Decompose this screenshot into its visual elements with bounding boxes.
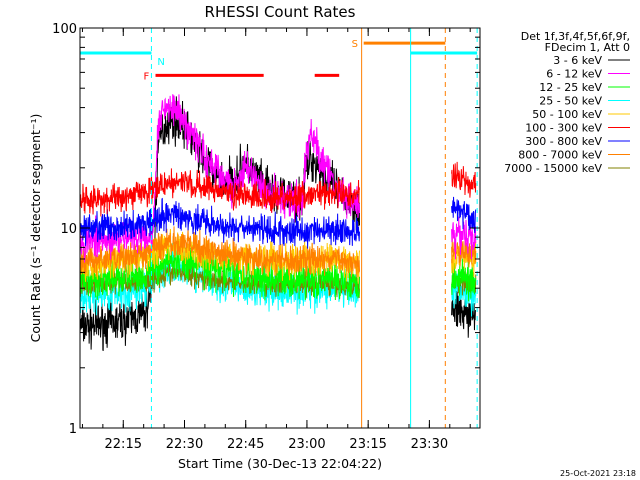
flag-layer: NF S	[80, 39, 478, 82]
series-line-300-800-kev	[79, 196, 477, 249]
legend-header-line-1: Det 1f,3f,4f,5f,6f,9f,	[521, 30, 630, 43]
x-tick-label: 23:00	[288, 437, 325, 452]
x-tick-label: 22:15	[105, 437, 142, 452]
series-line-12-25-kev	[79, 239, 477, 302]
flag-label-flare: F	[144, 71, 150, 82]
legend-label-7000-15000-kev: 7000 - 15000 keV	[504, 162, 602, 175]
legend-header-line-2: FDecim 1, Att 0	[545, 41, 630, 54]
legend-label-800-7000-kev: 800 - 7000 keV	[518, 149, 602, 162]
y-tick-label: 1	[69, 422, 77, 437]
footer-timestamp: 25-Oct-2021 23:18	[560, 469, 636, 478]
series-layer	[79, 94, 477, 351]
legend-label-50-100-kev: 50 - 100 keV	[532, 108, 602, 121]
x-tick-label: 23:15	[349, 437, 386, 452]
legend: Det 1f,3f,4f,5f,6f,9f, FDecim 1, Att 0 3…	[504, 30, 630, 175]
marker-layer	[150, 28, 478, 428]
y-axis-label: Count Rate (s⁻¹ detector segment⁻¹)	[28, 114, 43, 343]
chart-title: RHESSI Count Rates	[205, 3, 356, 21]
legend-label-100-300-kev: 100 - 300 keV	[525, 122, 602, 135]
y-tick-label: 10	[60, 222, 77, 237]
series-line-100-300-kev	[79, 161, 477, 217]
x-axis-label: Start Time (30-Dec-13 22:04:22)	[178, 456, 382, 471]
legend-label-3-6-kev: 3 - 6 keV	[553, 54, 602, 67]
legend-label-12-25-kev: 12 - 25 keV	[539, 81, 602, 94]
axis-layer: 22:15 22:30 22:45 23:00 23:15 23:30 1 10 100	[52, 22, 480, 452]
x-tick-label: 22:30	[166, 437, 203, 452]
legend-label-6-12-kev: 6 - 12 keV	[546, 68, 602, 81]
series-line-6-12-kev	[79, 94, 477, 263]
x-tick-label: 22:45	[227, 437, 264, 452]
x-tick-label: 23:30	[411, 437, 448, 452]
legend-label-300-800-kev: 300 - 800 keV	[525, 135, 602, 148]
flag-label-night: N	[157, 57, 164, 68]
flag-label-saa: S	[352, 39, 358, 50]
y-tick-label: 100	[52, 22, 77, 37]
legend-label-25-50-kev: 25 - 50 keV	[539, 95, 602, 108]
